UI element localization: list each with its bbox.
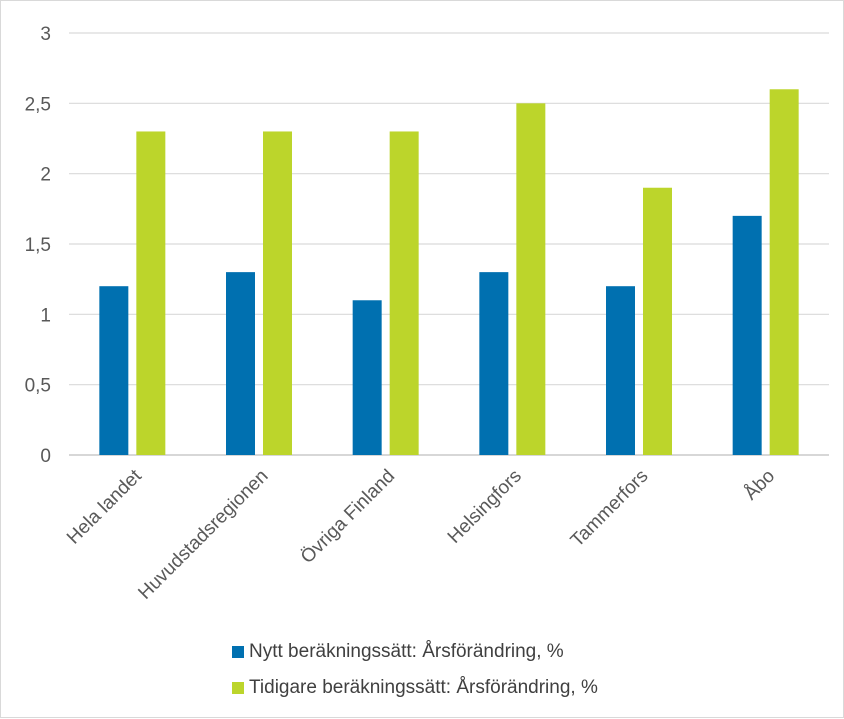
x-tick-label: Åbo [740,466,779,505]
x-tick-label: Tammerfors [567,466,653,552]
bar-series-1-4 [606,286,635,455]
legend-label-1: Nytt beräkningssätt: Årsförändring, % [249,641,564,662]
gridlines [69,32,829,456]
bar-series-2-4 [643,187,672,455]
x-tick-label: Hela landet [63,465,146,548]
legend-swatch-2 [232,682,244,694]
x-tick-label: Övriga Finland [297,466,399,568]
legend-label-2: Tidigare beräkningssätt: Årsförändring, … [249,677,598,698]
bar-series-1-2 [352,300,382,455]
y-axis-ticks: 0 0,5 1 1,5 2 2,5 3 [25,24,51,467]
legend: Nytt beräkningssätt: Årsförändring, % Tid… [232,641,598,698]
bar-series-2-2 [389,131,419,455]
y-tick-label: 3 [40,24,51,45]
x-tick-label: Huvudstadsregionen [134,466,272,604]
bar-series-1-3 [479,272,509,455]
y-tick-label: 2,5 [25,94,51,115]
bar-series-1-0 [99,286,129,455]
bar-series-2-3 [516,103,546,455]
y-tick-label: 1,5 [25,235,51,256]
legend-swatch-1 [232,646,244,658]
bar-series-2-1 [263,131,292,455]
x-tick-label: Helsingfors [444,466,526,548]
bar-series-2-0 [136,131,166,455]
y-tick-label: 0 [40,446,51,467]
bar-series-1-5 [732,215,762,455]
y-tick-label: 1 [40,305,51,326]
bar-series-2-5 [769,89,799,456]
y-tick-label: 0,5 [25,376,51,397]
bars [99,89,799,456]
y-tick-label: 2 [40,165,51,186]
bar-series-1-1 [226,272,255,455]
